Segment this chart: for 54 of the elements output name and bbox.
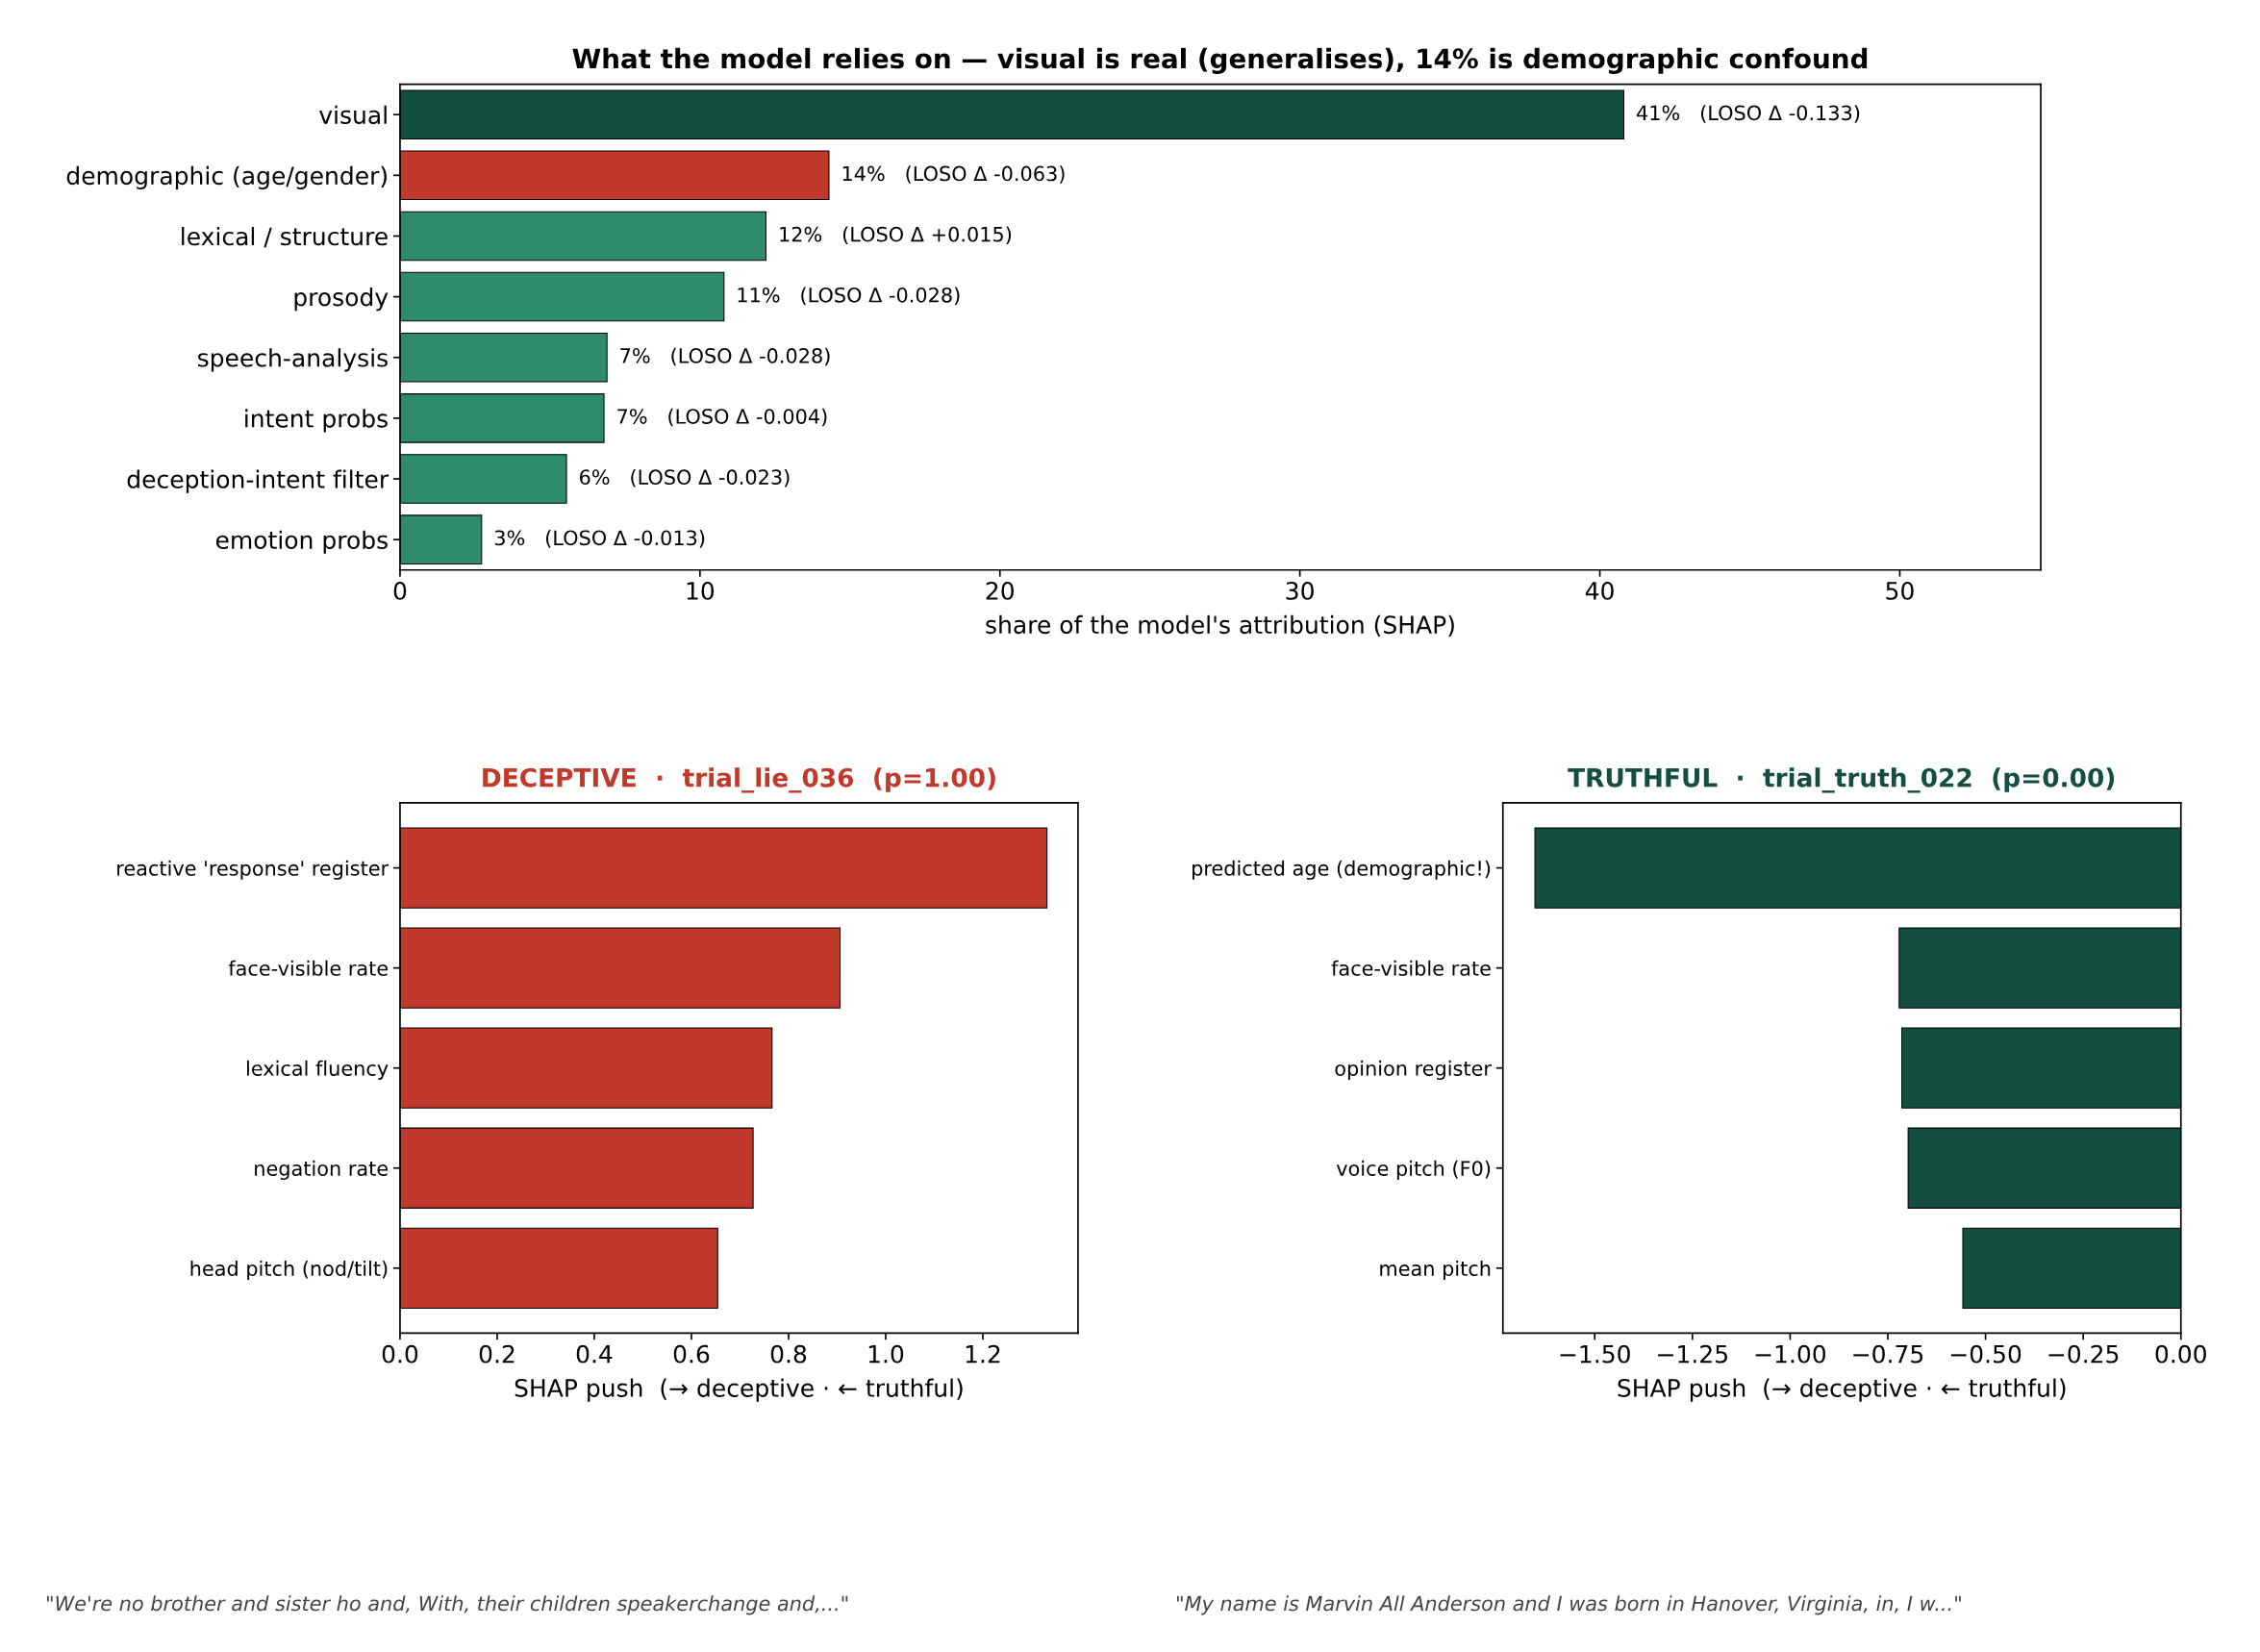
text: "My name is Marvin All Anderson and I was born in Hanover, Virginia, in, I w..." [1177, 1595, 1961, 1615]
y-tick-label: prosody [294, 288, 389, 312]
x-tick-label: 0.00 [2155, 1344, 2206, 1364]
x-tick-label: −0.25 [2048, 1344, 2119, 1364]
y-tick-label: speech-analysis [198, 348, 388, 372]
y-tick-label: emotion probs [215, 530, 388, 554]
x-tick-label: 50 [1886, 581, 1914, 600]
y-tick-label: deception-intent filter [127, 469, 389, 493]
x-tick-label: 1.0 [868, 1344, 904, 1364]
y-tick-label: negation rate [255, 1160, 389, 1180]
y-tick-label: predicted age (demographic!) [1193, 860, 1491, 880]
y-tick-label: lexical / structure [182, 226, 388, 248]
x-tick-label: −0.75 [1853, 1344, 1923, 1364]
x-tick-label: −1.50 [1560, 1344, 1630, 1364]
data-label: 11% (LOSO Δ -0.028) [738, 287, 960, 306]
x-tick-label: 0.0 [382, 1344, 418, 1364]
x-tick-label: 0.4 [576, 1344, 613, 1364]
chart-title: What the model relies on — visual is real (generalises), 14% is demographic confound [572, 47, 1868, 74]
text: "We're no brother and sister ho and, With, their children speakerchange and,..." [47, 1595, 848, 1615]
chart-title: DECEPTIVE · trial_lie_036 (p=1.00) [483, 767, 995, 793]
x-tick-label: 0 [393, 581, 407, 600]
y-tick-label: intent probs [245, 409, 388, 433]
data-label: 6% (LOSO Δ -0.023) [580, 468, 790, 488]
x-axis-title: share of the model's attribution (SHAP) [986, 614, 1454, 638]
data-label: 3% (LOSO Δ -0.013) [494, 530, 705, 548]
data-label: 7% (LOSO Δ -0.004) [617, 408, 827, 427]
y-tick-label: reactive 'response' register [117, 860, 389, 880]
y-tick-label: demographic (age/gender) [66, 165, 387, 190]
y-tick-label: voice pitch (F0) [1336, 1160, 1491, 1180]
y-tick-label: head pitch (nod/tilt) [190, 1260, 388, 1281]
x-tick-label: 40 [1585, 581, 1614, 600]
x-tick-label: 1.2 [966, 1344, 1000, 1364]
y-tick-label: visual [319, 105, 387, 125]
y-tick-label: opinion register [1335, 1060, 1492, 1080]
x-tick-label: 10 [687, 581, 715, 600]
data-label: 7% (LOSO Δ -0.028) [620, 347, 830, 366]
data-label: 12% (LOSO Δ +0.015) [780, 226, 1012, 244]
y-tick-label: face-visible rate [1331, 960, 1491, 976]
y-tick-label: lexical fluency [246, 1060, 389, 1080]
x-tick-label: 30 [1286, 581, 1314, 600]
y-tick-label: face-visible rate [228, 960, 389, 976]
x-tick-label: 0.8 [770, 1344, 807, 1364]
y-tick-label: mean pitch [1380, 1260, 1491, 1281]
x-tick-label: 20 [986, 581, 1014, 600]
chart-title: TRUTHFUL · trial_truth_022 (p=0.00) [1568, 767, 2115, 793]
x-axis-title: SHAP push (→ deceptive · ← truthful) [1618, 1378, 2066, 1402]
x-axis-title: SHAP push (→ deceptive · ← truthful) [515, 1378, 963, 1402]
x-tick-label: −0.50 [1950, 1344, 2021, 1364]
x-tick-label: −1.00 [1755, 1344, 1826, 1364]
data-label: 14% (LOSO Δ -0.063) [842, 165, 1065, 184]
x-tick-label: 0.6 [673, 1344, 710, 1364]
x-tick-label: 0.2 [479, 1344, 515, 1364]
data-label: 41% (LOSO Δ -0.133) [1637, 105, 1860, 123]
x-tick-label: −1.25 [1658, 1344, 1727, 1364]
